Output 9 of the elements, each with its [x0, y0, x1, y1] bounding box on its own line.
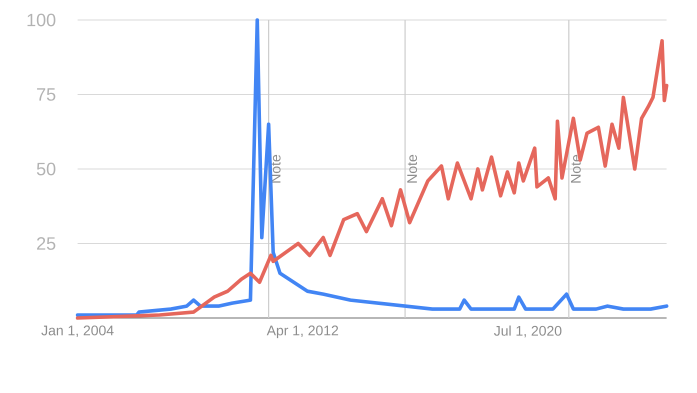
x-tick-label: Apr 1, 2012: [266, 326, 338, 338]
y-tick-label: 75: [37, 88, 56, 101]
ref-line-label: Note: [270, 154, 281, 183]
ref-line-label: Note: [407, 154, 418, 183]
y-tick-label: 50: [36, 162, 56, 176]
x-tick-label: Jul 1, 2020: [494, 326, 562, 338]
x-tick-label: Jan 1, 2004: [41, 326, 114, 338]
y-tick-label: 100: [28, 14, 56, 26]
y-tick-label: 25: [37, 237, 56, 250]
